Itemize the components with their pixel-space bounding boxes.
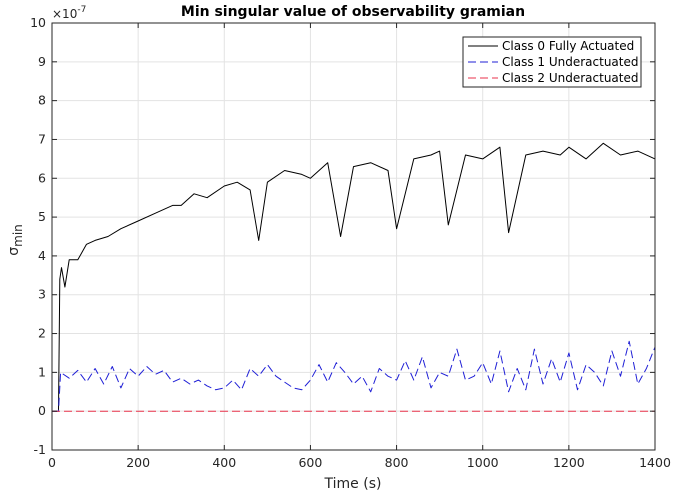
data-series-layer xyxy=(52,142,656,412)
y-tick-label: 5 xyxy=(38,209,46,224)
y-tick-labels: -1 0 1 2 3 4 5 6 7 8 9 10 xyxy=(30,15,46,457)
series-class-0-line xyxy=(52,142,656,412)
axis-ticks xyxy=(51,22,656,451)
x-tick-label: 0 xyxy=(48,455,56,470)
y-tick-label: 4 xyxy=(38,248,46,263)
x-tick-label: 200 xyxy=(126,455,150,470)
legend: Class 0 Fully Actuated Class 1 Underactu… xyxy=(462,36,642,88)
x-axis-title: Time (s) xyxy=(324,476,382,492)
y-tick-label: 6 xyxy=(38,170,46,185)
y-tick-label: 10 xyxy=(30,15,46,30)
y-tick-label: 9 xyxy=(38,54,46,69)
y-exponent-base: ×10 xyxy=(52,7,77,21)
y-axis-title: σmin xyxy=(6,224,25,256)
plot-frame xyxy=(51,22,656,451)
chart-title: Min singular value of observability gram… xyxy=(181,4,525,20)
y-tick-label: 8 xyxy=(38,93,46,108)
plot-area xyxy=(52,23,655,450)
svg-text:σmin: σmin xyxy=(6,224,25,256)
x-tick-label: 1000 xyxy=(467,455,499,470)
series-class-1-line xyxy=(52,340,656,412)
x-tick-label: 800 xyxy=(385,455,409,470)
y-axis-title-symbol: σ xyxy=(6,247,22,256)
x-tick-labels: 0 200 400 600 800 1000 1200 1400 xyxy=(48,455,671,470)
y-exponent-label: ×10-7 xyxy=(52,5,86,21)
x-tick-label: 1200 xyxy=(553,455,585,470)
x-tick-label: 1400 xyxy=(639,455,671,470)
y-exponent-power: -7 xyxy=(77,5,86,15)
y-tick-label: -1 xyxy=(34,442,46,457)
x-tick-label: 400 xyxy=(212,455,236,470)
y-tick-label: 7 xyxy=(38,131,46,146)
legend-label-class-0: Class 0 Fully Actuated xyxy=(502,39,634,53)
x-tick-label: 600 xyxy=(298,455,322,470)
y-tick-label: 0 xyxy=(38,403,46,418)
y-tick-label: 3 xyxy=(38,287,46,302)
y-tick-label: 2 xyxy=(38,326,46,341)
y-axis-title-subscript: min xyxy=(11,224,25,247)
legend-label-class-2: Class 2 Underactuated xyxy=(502,71,638,85)
y-tick-label: 1 xyxy=(38,364,46,379)
legend-label-class-1: Class 1 Underactuated xyxy=(502,55,638,69)
svg-text:×10-7: ×10-7 xyxy=(52,5,86,21)
